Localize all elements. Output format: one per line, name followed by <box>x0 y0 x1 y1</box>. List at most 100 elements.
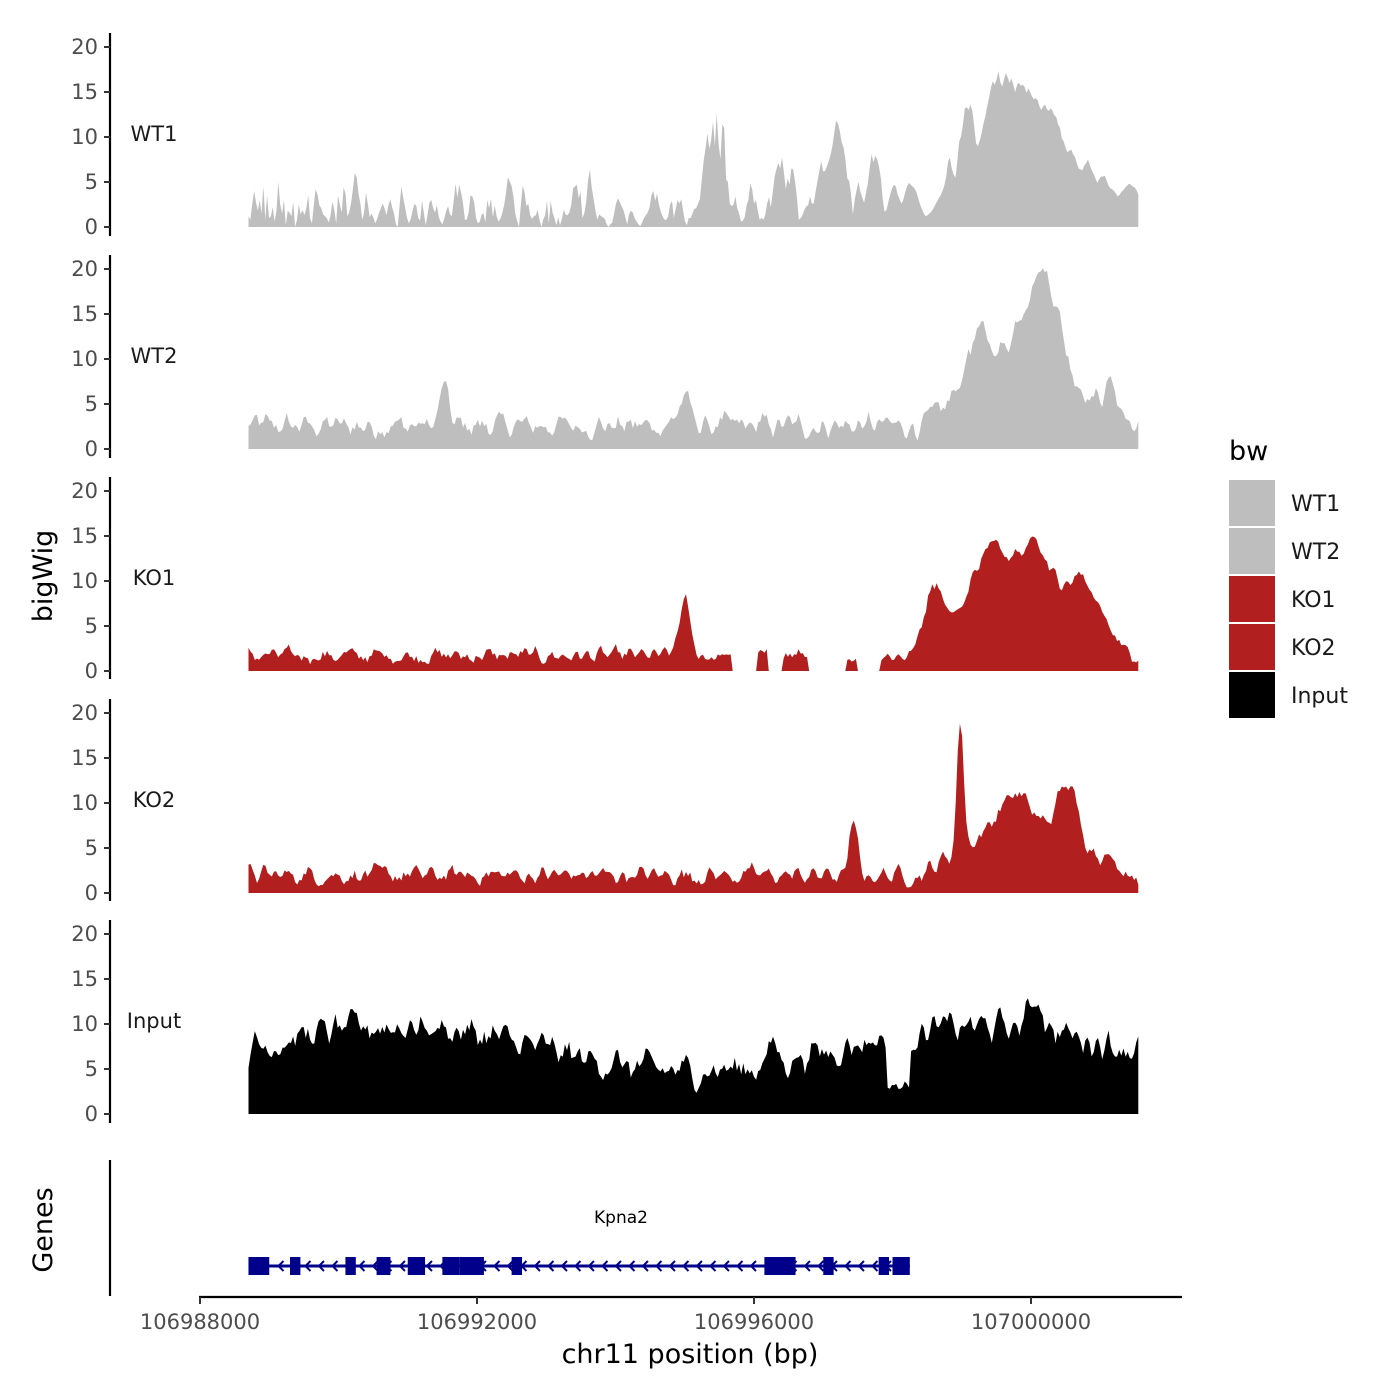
y-tick-label: 20 <box>71 35 98 59</box>
track-ko2: 0 5 10 15 20 KO2 <box>71 699 1139 905</box>
track-label-wt1: WT1 <box>131 122 178 146</box>
y-tick-label: 15 <box>71 746 98 770</box>
gene-exon <box>764 1257 796 1275</box>
signal-area-wt2 <box>248 268 1139 449</box>
y-tick-label: 0 <box>85 1102 98 1126</box>
y-tick-label: 10 <box>71 569 98 593</box>
gene-exon <box>345 1257 356 1275</box>
strand-arrow <box>817 1260 825 1272</box>
y-tick-label: 10 <box>71 347 98 371</box>
track-input: 0 5 10 15 20 Input <box>71 920 1139 1126</box>
legend-swatch-wt2 <box>1229 528 1275 574</box>
legend-swatch-ko1 <box>1229 576 1275 622</box>
gene-name-label: Kpna2 <box>594 1208 648 1228</box>
legend-label-wt1: WT1 <box>1291 492 1340 517</box>
x-axis: 106988000 106992000 106996000 107000000 <box>140 1295 1182 1334</box>
x-axis-title: chr11 position (bp) <box>562 1339 819 1370</box>
strand-arrow <box>682 1260 690 1272</box>
track-label-ko1: KO1 <box>133 566 176 590</box>
strand-arrow <box>628 1260 636 1272</box>
track-label-input: Input <box>127 1009 181 1033</box>
y-tick-label: 15 <box>71 302 98 326</box>
strand-arrow <box>547 1260 555 1272</box>
x-tick-label: 107000000 <box>971 1310 1091 1334</box>
gene-exon <box>892 1257 910 1275</box>
strand-arrow <box>655 1260 663 1272</box>
y-tick-label: 5 <box>85 1057 98 1081</box>
strand-arrow <box>614 1260 622 1272</box>
strand-arrow <box>277 1260 285 1272</box>
y-tick-label: 20 <box>71 479 98 503</box>
strand-arrow <box>695 1260 703 1272</box>
y-tick-label: 0 <box>85 659 98 683</box>
strand-arrow <box>641 1260 649 1272</box>
y-tick-label: 0 <box>85 215 98 239</box>
track-label-ko2: KO2 <box>133 788 176 812</box>
strand-arrow <box>317 1260 325 1272</box>
strand-arrow <box>358 1260 366 1272</box>
y-tick-label: 10 <box>71 125 98 149</box>
y-tick-label: 5 <box>85 614 98 638</box>
signal-area-input <box>248 998 1139 1114</box>
x-tick-label: 106996000 <box>694 1310 814 1334</box>
legend: bw WT1 WT2 KO1 KO2 Input <box>1229 436 1348 718</box>
legend-swatch-wt1 <box>1229 480 1275 526</box>
strand-arrow <box>425 1260 433 1272</box>
signal-area-ko1 <box>248 536 1139 671</box>
y-tick-label: 20 <box>71 701 98 725</box>
strand-arrow <box>587 1260 595 1272</box>
y-tick-label: 15 <box>71 80 98 104</box>
legend-label-wt2: WT2 <box>1291 540 1340 565</box>
y-axis-title: bigWig <box>28 530 59 623</box>
strand-arrow <box>749 1260 757 1272</box>
gene-exon <box>442 1257 460 1275</box>
y-tick-label: 15 <box>71 524 98 548</box>
strand-arrow <box>803 1260 811 1272</box>
bigwig-tracks: 0 5 10 15 20 WT1 0 5 10 15 20 WT2 0 5 10 15 20 KO1 0 5 10 15 2… <box>71 33 1139 1126</box>
y-tick-label: 15 <box>71 967 98 991</box>
y-tick-label: 5 <box>85 170 98 194</box>
signal-area-wt1 <box>248 71 1139 227</box>
strand-arrow <box>668 1260 676 1272</box>
gene-annotation-panel: Kpna2 <box>108 1160 910 1296</box>
track-wt1: 0 5 10 15 20 WT1 <box>71 33 1139 239</box>
strand-arrow <box>574 1260 582 1272</box>
y-tick-label: 5 <box>85 836 98 860</box>
legend-swatch-ko2 <box>1229 624 1275 670</box>
strand-arrow <box>871 1260 879 1272</box>
legend-label-input: Input <box>1291 684 1348 709</box>
strand-arrow <box>493 1260 501 1272</box>
gene-panel-title: Genes <box>28 1187 59 1272</box>
y-tick-label: 20 <box>71 922 98 946</box>
gene-exon <box>290 1257 301 1275</box>
strand-arrow <box>857 1260 865 1272</box>
strand-arrow <box>736 1260 744 1272</box>
x-tick-label: 106992000 <box>417 1310 537 1334</box>
gene-exon <box>459 1257 484 1275</box>
track-ko1: 0 5 10 15 20 KO1 <box>71 477 1139 683</box>
y-tick-label: 10 <box>71 1012 98 1036</box>
signal-area-ko2 <box>248 723 1139 893</box>
strand-arrow <box>371 1260 379 1272</box>
y-tick-label: 10 <box>71 791 98 815</box>
y-tick-label: 20 <box>71 257 98 281</box>
strand-arrow <box>709 1260 717 1272</box>
y-tick-label: 0 <box>85 437 98 461</box>
gene-exon <box>511 1257 523 1275</box>
strand-arrow <box>304 1260 312 1272</box>
gene-exon <box>407 1257 426 1275</box>
track-wt2: 0 5 10 15 20 WT2 <box>71 255 1139 461</box>
gene-exon <box>376 1257 391 1275</box>
gene-exon <box>823 1257 834 1275</box>
y-tick-label: 5 <box>85 392 98 416</box>
legend-title: bw <box>1229 436 1268 467</box>
legend-label-ko1: KO1 <box>1291 588 1336 613</box>
track-label-wt2: WT2 <box>131 344 178 368</box>
strand-arrow <box>722 1260 730 1272</box>
legend-swatch-input <box>1229 672 1275 718</box>
strand-arrow <box>398 1260 406 1272</box>
y-tick-label: 0 <box>85 881 98 905</box>
gene-exon <box>878 1257 890 1275</box>
strand-arrow <box>331 1260 339 1272</box>
